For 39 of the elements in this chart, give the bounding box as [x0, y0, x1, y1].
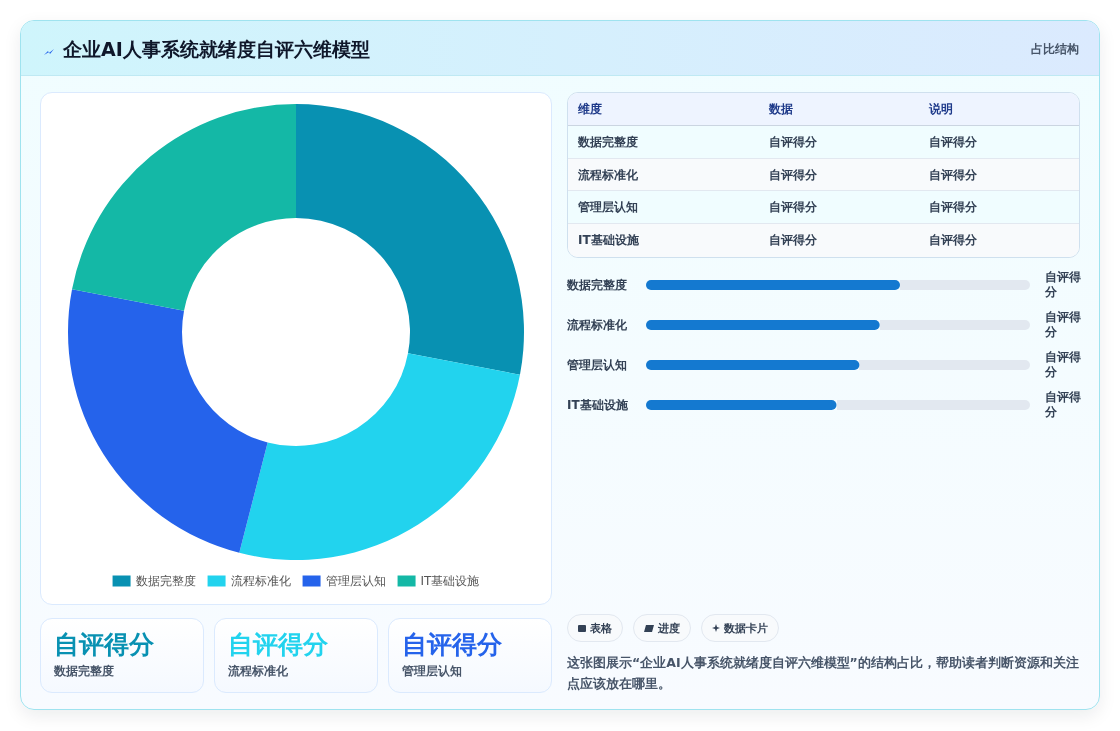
text: 自评得分: [402, 630, 502, 659]
text: 企业AI人事系统就绪度自评六维模型: [63, 37, 370, 61]
text: 自评得分: [1045, 390, 1082, 420]
legend-label: IT基础设施: [420, 574, 480, 588]
category-label: 维度: [578, 101, 602, 118]
category-label: 进度: [658, 620, 680, 636]
y-tick-label: 管理层认知: [566, 358, 627, 372]
text: 自评得分: [929, 134, 977, 149]
text: 自评得分: [228, 630, 328, 659]
text: 自评得分: [769, 200, 817, 215]
text: 自评得分: [1045, 270, 1082, 300]
category-label: 数据完整度: [54, 663, 114, 679]
legend-label: 数据完整度: [135, 574, 196, 588]
text: 占比结构: [1031, 41, 1079, 57]
category-label: 数据: [769, 101, 793, 118]
category-label: 流程标准化: [228, 663, 288, 679]
text: 自评得分: [54, 630, 154, 659]
category-label: 管理层认知: [578, 200, 638, 215]
text: 自评得分: [929, 233, 977, 248]
text: 自评得分: [929, 200, 977, 215]
y-tick-label: 数据完整度: [566, 278, 627, 292]
category-label: IT基础设施: [578, 233, 639, 248]
text: 自评得分: [769, 134, 817, 149]
text: 自评得分: [1045, 350, 1082, 380]
text: 自评得分: [769, 167, 817, 182]
y-tick-label: IT基础设施: [567, 398, 629, 412]
category-label: 说明: [929, 101, 953, 118]
text: 自评得分: [1045, 310, 1082, 340]
text: 自评得分: [769, 233, 817, 248]
category-label: 流程标准化: [578, 167, 638, 182]
text: 自评得分: [929, 167, 977, 182]
y-tick-label: 流程标准化: [566, 318, 628, 332]
category-label: 表格: [590, 620, 612, 636]
legend-label: 流程标准化: [230, 574, 291, 588]
category-label: 数据完整度: [578, 134, 638, 149]
text: 这张图展示“企业AI人事系统就绪度自评六维模型”的结构占比，帮助读者判断资源和关注点应该放在哪里。: [567, 654, 1079, 693]
category-label: 管理层认知: [402, 663, 462, 679]
legend-label: 管理层认知: [325, 574, 386, 588]
category-label: 数据卡片: [724, 620, 768, 636]
